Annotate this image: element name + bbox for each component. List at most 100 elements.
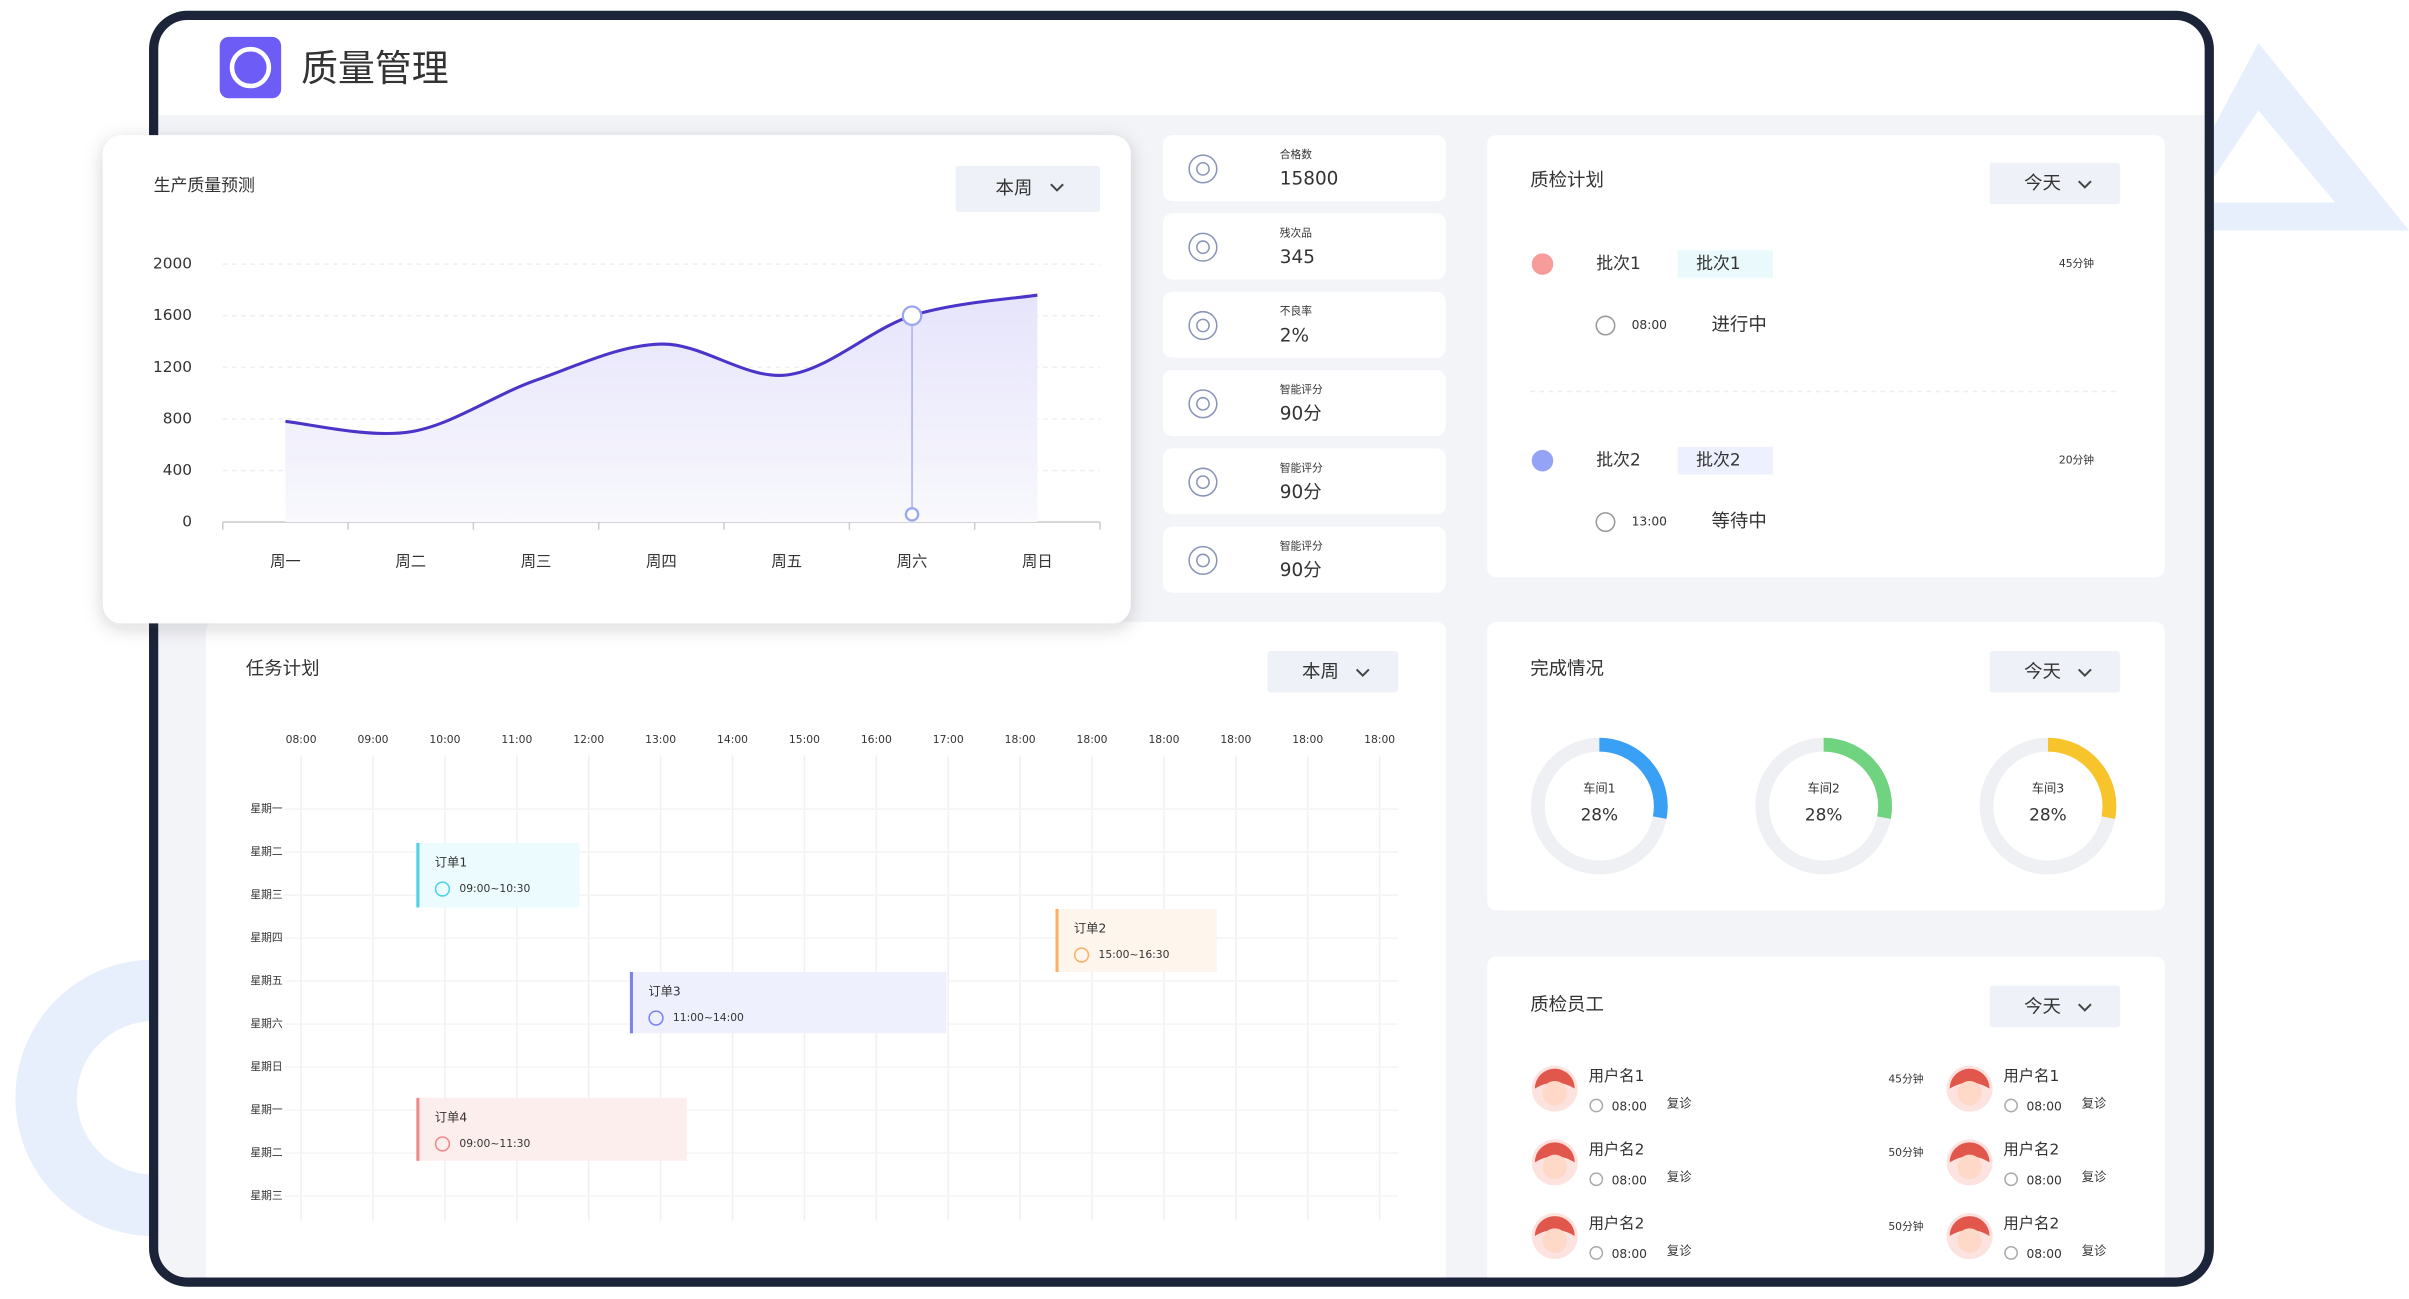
- stat-icon: [1196, 318, 1210, 333]
- label: 订单3: [648, 984, 680, 998]
- time-label: 09:00: [358, 733, 389, 746]
- stat-icon: [1188, 232, 1218, 262]
- label: 345: [1280, 247, 1315, 268]
- dropdown-label: 今天: [2024, 996, 2061, 1017]
- clock: [1595, 315, 1616, 336]
- stat-icon: [1196, 396, 1210, 411]
- status-dot: [1531, 449, 1554, 472]
- card: [1163, 213, 1446, 280]
- tag: [1677, 250, 1773, 278]
- time-label: 15:00: [789, 733, 820, 746]
- dropdown[interactable]: [1989, 162, 2121, 205]
- time-label: 08:00: [286, 733, 317, 746]
- label: 复诊: [2082, 1170, 2107, 1184]
- label: 车间1: [1583, 781, 1615, 796]
- label: 09:00~11:30: [459, 1137, 530, 1150]
- row-label: 星期三: [250, 888, 283, 901]
- x-tick-label: 周二: [395, 552, 426, 570]
- label: 08:00: [2026, 1247, 2061, 1261]
- label: 合格数: [1280, 148, 1313, 161]
- hover-point: [901, 305, 923, 327]
- order-accent: [1055, 908, 1059, 972]
- card: [1163, 135, 1446, 202]
- label: 批次1: [1596, 253, 1641, 273]
- deco: [2158, 42, 2409, 231]
- card: [1163, 291, 1446, 358]
- chevron: [2077, 1003, 2092, 1012]
- label: 用户名2: [1589, 1214, 1645, 1232]
- dropdown[interactable]: [1267, 651, 1399, 693]
- label: 残次品: [1280, 226, 1312, 239]
- card: [1163, 448, 1446, 515]
- label: 08:00: [1612, 1100, 1647, 1114]
- y-tick-label: 1200: [153, 358, 192, 376]
- label: 智能评分: [1280, 540, 1323, 553]
- chart-title: 生产质量预测: [154, 175, 255, 195]
- avatar-face: [1542, 1080, 1568, 1106]
- order-bar[interactable]: [416, 842, 580, 908]
- label: 订单1: [435, 855, 467, 869]
- order-bar[interactable]: [416, 1097, 687, 1161]
- label: 08:00: [1632, 318, 1667, 332]
- avatar-hair: [1949, 1068, 1990, 1089]
- row-label: 星期六: [250, 1017, 283, 1030]
- label: 复诊: [1667, 1170, 1692, 1184]
- clock: [2004, 1246, 2018, 1260]
- dropdown-label: 本周: [996, 178, 1033, 199]
- donut-arc: [1823, 737, 1893, 819]
- stat-icon: [1196, 475, 1210, 490]
- card: [1163, 370, 1446, 437]
- label: 90分: [1280, 560, 1322, 581]
- dropdown[interactable]: [1989, 985, 2121, 1028]
- avatar-hair: [1949, 1142, 1990, 1163]
- status-dot: [1531, 253, 1554, 275]
- clock: [1595, 512, 1616, 533]
- dropdown[interactable]: [1989, 651, 2121, 693]
- label: 用户名2: [1589, 1141, 1645, 1159]
- card-title: 任务计划: [246, 658, 320, 679]
- dropdown[interactable]: [955, 165, 1101, 212]
- label: 09:00~10:30: [459, 882, 530, 895]
- label: 08:00: [2026, 1173, 2061, 1187]
- label: 90分: [1280, 404, 1322, 425]
- x-tick-label: 周三: [521, 552, 552, 570]
- clock: [1589, 1098, 1604, 1113]
- y-tick-label: 0: [182, 513, 192, 531]
- frame: [149, 10, 2214, 1287]
- clock: [434, 1136, 451, 1152]
- card: [1487, 956, 2165, 1278]
- chevron: [1050, 183, 1064, 192]
- chevron: [1355, 668, 1370, 678]
- label: 不良率: [1280, 305, 1313, 318]
- y-tick-label: 2000: [153, 255, 192, 273]
- label: 复诊: [2082, 1096, 2107, 1110]
- label: 智能评分: [1280, 383, 1323, 396]
- avatar-face: [1542, 1228, 1568, 1253]
- avatar-hair: [1534, 1216, 1575, 1237]
- time-label: 18:00: [1364, 733, 1395, 746]
- card-title: 质检计划: [1530, 170, 1604, 191]
- avatar-hair: [1534, 1142, 1575, 1163]
- label: 08:00: [1612, 1173, 1647, 1187]
- label: 50分钟: [1888, 1146, 1923, 1159]
- label: 订单4: [435, 1110, 468, 1124]
- label: 车间2: [1807, 781, 1839, 796]
- order-bar[interactable]: [1055, 908, 1217, 972]
- avatar-hair: [1949, 1216, 1990, 1237]
- dropdown-label: 本周: [1302, 662, 1339, 683]
- card: [1487, 135, 2165, 578]
- label: 订单2: [1074, 921, 1106, 935]
- order-accent: [416, 1097, 420, 1161]
- row-label: 星期日: [250, 1060, 282, 1073]
- stat-icon: [1188, 545, 1218, 576]
- row-label: 星期三: [250, 1189, 283, 1202]
- label: 45分钟: [2059, 257, 2094, 270]
- label: 08:00: [2026, 1100, 2061, 1114]
- clock: [1073, 947, 1090, 963]
- order-bar[interactable]: [629, 971, 947, 1034]
- label: 2%: [1280, 325, 1309, 346]
- label: 复诊: [2082, 1244, 2107, 1258]
- label: 用户名2: [2003, 1214, 2059, 1232]
- label: 复诊: [1667, 1096, 1692, 1110]
- time-label: 14:00: [717, 733, 748, 746]
